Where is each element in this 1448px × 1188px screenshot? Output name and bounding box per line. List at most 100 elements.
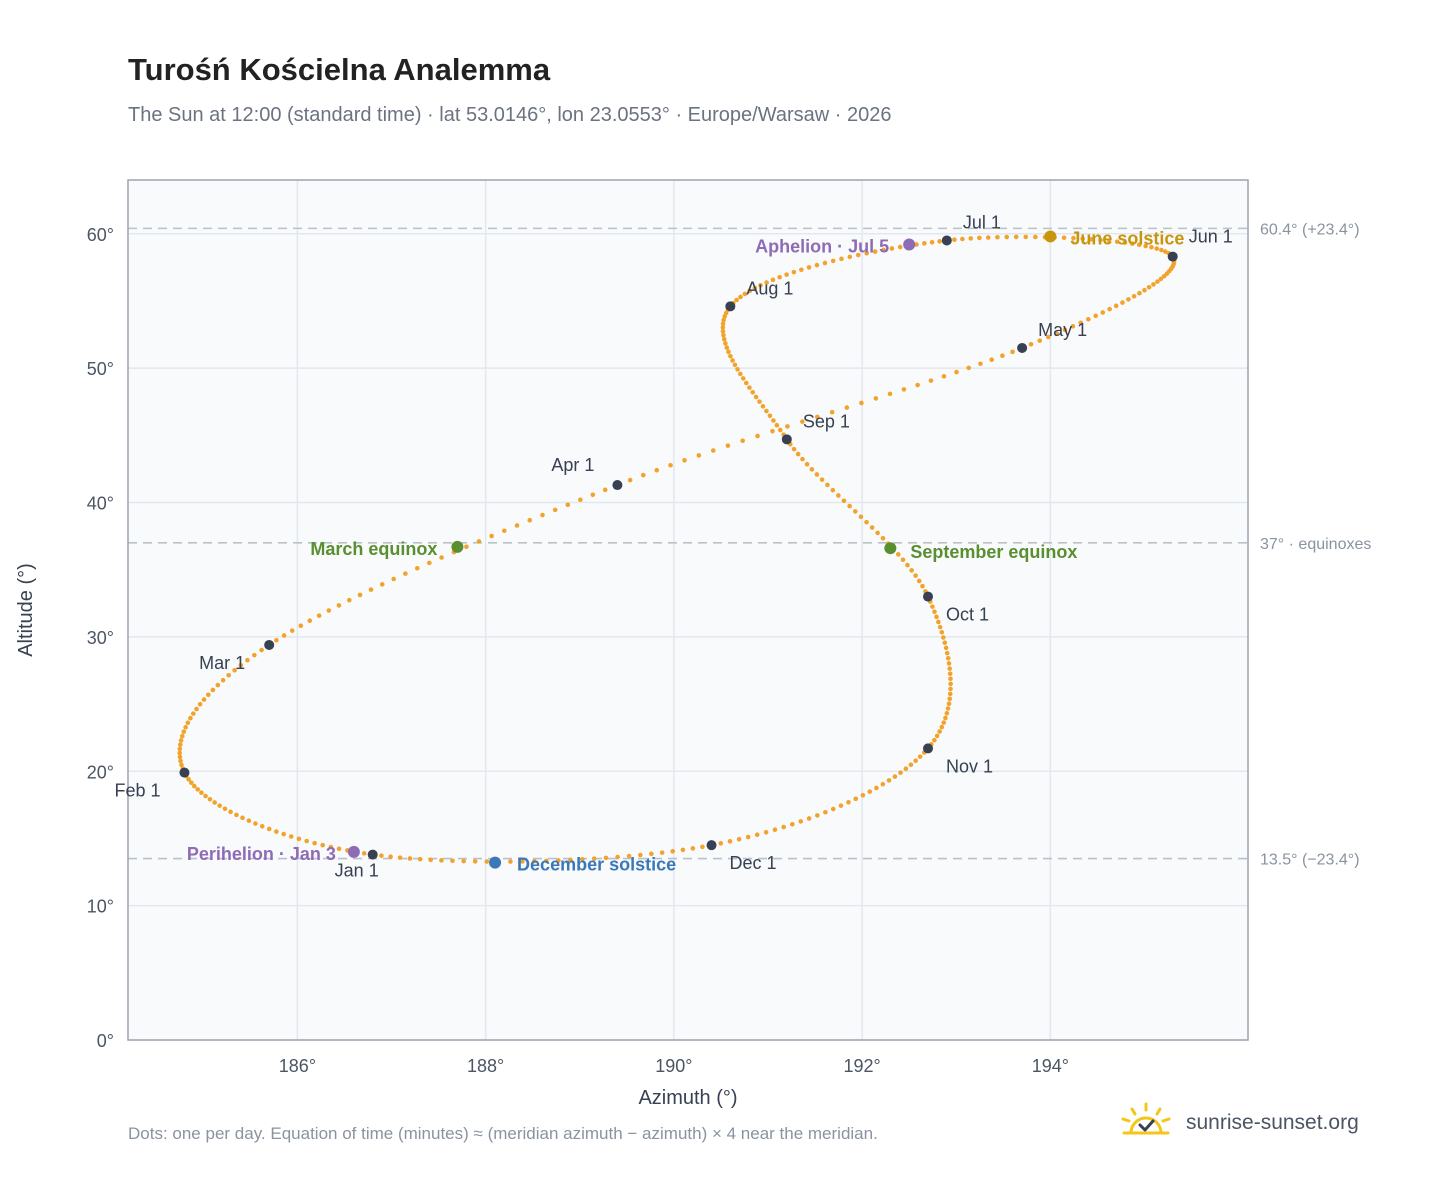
day-dot bbox=[892, 774, 898, 779]
month-marker bbox=[1167, 251, 1178, 262]
day-dot bbox=[1089, 237, 1095, 242]
day-dot bbox=[830, 258, 836, 264]
day-dot bbox=[960, 236, 965, 242]
reference-lines: 60.4° (+23.4°) 37° · equinoxes 13.5° (−23.… bbox=[128, 221, 1371, 869]
day-dot bbox=[1122, 240, 1128, 245]
y-tick-label: 20° bbox=[87, 762, 114, 782]
day-dot bbox=[514, 523, 520, 528]
event-label: September equinox bbox=[910, 542, 1077, 562]
day-dot bbox=[556, 858, 561, 863]
day-dot bbox=[195, 787, 201, 792]
day-dot bbox=[847, 503, 852, 509]
day-dot bbox=[1100, 310, 1106, 315]
day-dot bbox=[388, 854, 393, 860]
brand[interactable]: sunrise-sunset.org bbox=[1118, 1100, 1359, 1146]
day-dot bbox=[858, 514, 864, 520]
day-dot bbox=[875, 530, 880, 536]
day-dot bbox=[680, 847, 686, 853]
day-dot bbox=[800, 456, 805, 462]
day-dot bbox=[417, 856, 423, 862]
day-dot bbox=[259, 647, 264, 653]
day-dot bbox=[540, 512, 545, 518]
day-dot bbox=[1131, 293, 1137, 299]
month-marker-label: Jul 1 bbox=[963, 212, 1001, 232]
day-dot bbox=[823, 809, 828, 815]
event-markers: Perihelion · Jan 3 March equinox June sols… bbox=[187, 228, 1185, 874]
day-dot bbox=[1136, 242, 1142, 248]
day-dot bbox=[844, 405, 850, 410]
day-dot bbox=[946, 701, 952, 706]
day-dot bbox=[578, 497, 583, 503]
day-dot bbox=[945, 655, 951, 661]
day-dot bbox=[880, 535, 886, 541]
day-dot bbox=[920, 583, 925, 589]
day-dot bbox=[909, 568, 914, 573]
day-dot bbox=[316, 613, 322, 618]
day-dot bbox=[941, 374, 947, 379]
day-dot bbox=[1126, 297, 1131, 302]
day-dot bbox=[725, 443, 731, 448]
month-marker bbox=[367, 849, 378, 860]
day-dot bbox=[966, 365, 972, 371]
y-tick-label: 0° bbox=[97, 1031, 114, 1051]
day-dot bbox=[205, 692, 211, 698]
day-dot bbox=[603, 855, 609, 861]
day-dot bbox=[791, 446, 797, 452]
day-dot bbox=[197, 702, 203, 707]
day-dot bbox=[690, 846, 696, 851]
day-dot bbox=[1093, 313, 1098, 319]
page-title: Turośń Kościelna Analemma bbox=[128, 52, 551, 87]
day-dot bbox=[670, 849, 676, 854]
day-dot bbox=[732, 362, 738, 368]
day-dot bbox=[939, 724, 945, 730]
day-dot bbox=[252, 652, 257, 658]
event-label: June solstice bbox=[1070, 228, 1184, 248]
day-dot bbox=[777, 274, 782, 280]
day-dot bbox=[825, 482, 830, 488]
day-dot bbox=[889, 246, 895, 251]
day-dot bbox=[210, 687, 216, 693]
day-dot bbox=[544, 858, 549, 864]
day-dot bbox=[307, 618, 313, 624]
day-dot bbox=[266, 826, 272, 832]
day-dot bbox=[615, 854, 620, 860]
day-dot bbox=[897, 244, 903, 250]
day-dot bbox=[847, 254, 853, 260]
day-dot bbox=[1004, 234, 1010, 240]
event-label: December solstice bbox=[517, 855, 676, 875]
event-marker bbox=[1044, 230, 1057, 243]
day-dot bbox=[872, 249, 878, 254]
day-dot bbox=[1120, 300, 1125, 305]
day-dot bbox=[1146, 284, 1152, 290]
day-dot bbox=[946, 661, 952, 666]
day-dot bbox=[764, 280, 769, 285]
day-dot bbox=[591, 856, 597, 861]
day-dot bbox=[730, 358, 735, 363]
day-dot bbox=[274, 829, 279, 834]
day-dot bbox=[760, 404, 766, 409]
day-dot bbox=[922, 241, 927, 246]
day-dot bbox=[1155, 279, 1160, 284]
day-dot bbox=[841, 498, 847, 504]
month-marker-label: Apr 1 bbox=[551, 455, 594, 475]
day-dot bbox=[936, 619, 941, 625]
day-dot bbox=[948, 676, 953, 682]
day-dot bbox=[568, 857, 573, 863]
day-dot bbox=[508, 859, 513, 864]
month-marker bbox=[923, 591, 933, 602]
day-dot bbox=[853, 796, 859, 802]
day-dot bbox=[347, 597, 352, 603]
day-dot bbox=[740, 438, 745, 444]
month-marker-label: Mar 1 bbox=[199, 653, 245, 673]
day-dot bbox=[846, 799, 851, 805]
day-dot bbox=[930, 604, 935, 609]
day-dot bbox=[627, 477, 633, 483]
day-dot bbox=[1033, 234, 1038, 240]
day-dot bbox=[932, 737, 937, 743]
month-marker bbox=[179, 767, 190, 778]
day-dot bbox=[941, 635, 946, 640]
day-dot bbox=[723, 341, 728, 346]
day-dot bbox=[947, 671, 953, 677]
day-dot bbox=[659, 850, 665, 855]
day-dot bbox=[944, 710, 950, 716]
